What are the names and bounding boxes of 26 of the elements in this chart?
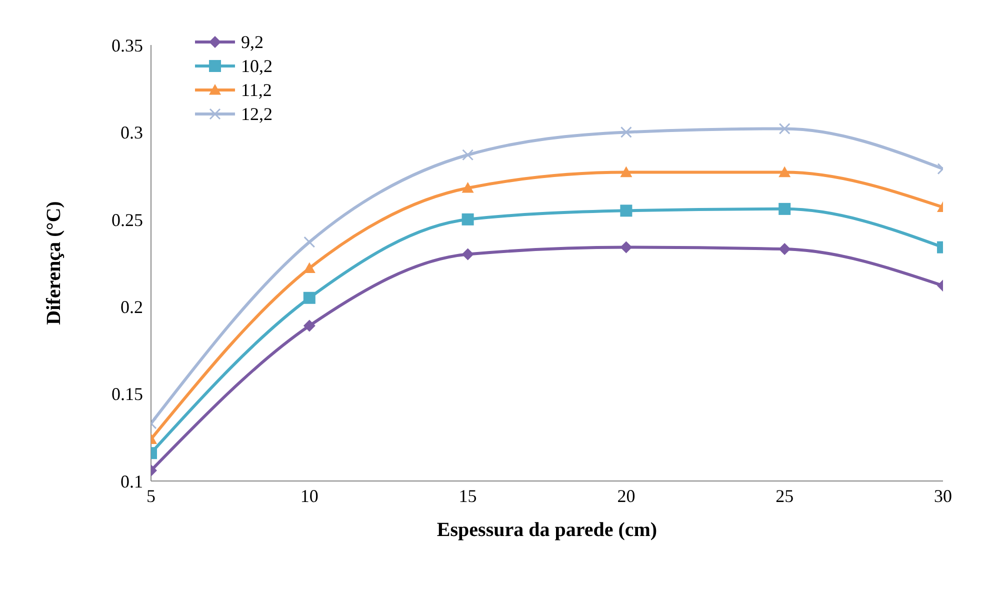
y-tick-label: 0.3	[120, 122, 143, 143]
x-tick-label: 30	[934, 486, 952, 506]
x-axis-title: Espessura da parede (cm)	[436, 519, 658, 541]
x-tick-label: 15	[458, 486, 477, 506]
point	[462, 182, 474, 193]
y-tick-label: 0.1	[120, 471, 143, 492]
x-tick-label: 25	[776, 486, 794, 506]
point	[620, 166, 632, 178]
y-tick-label: 0.25	[112, 210, 143, 230]
legend-label: 11,2	[241, 80, 272, 100]
point	[462, 213, 474, 226]
point	[620, 204, 632, 217]
y-axis-title: Diferença (°C)	[43, 201, 66, 325]
legend-label: 12,2	[241, 104, 272, 124]
y-tick-label: 0.2	[120, 296, 143, 317]
x-tick-label: 20	[617, 486, 636, 506]
legend-label: 9,2	[241, 32, 264, 52]
y-tick-label: 0.15	[112, 384, 143, 404]
point	[462, 149, 474, 161]
x-tick-label: 5	[146, 486, 156, 506]
point	[620, 241, 632, 254]
y-tick-label: 0.35	[112, 35, 143, 56]
legend-label: 10,2	[241, 56, 272, 76]
point	[620, 126, 632, 138]
point	[462, 248, 474, 260]
x-tick-label: 10	[300, 486, 318, 506]
